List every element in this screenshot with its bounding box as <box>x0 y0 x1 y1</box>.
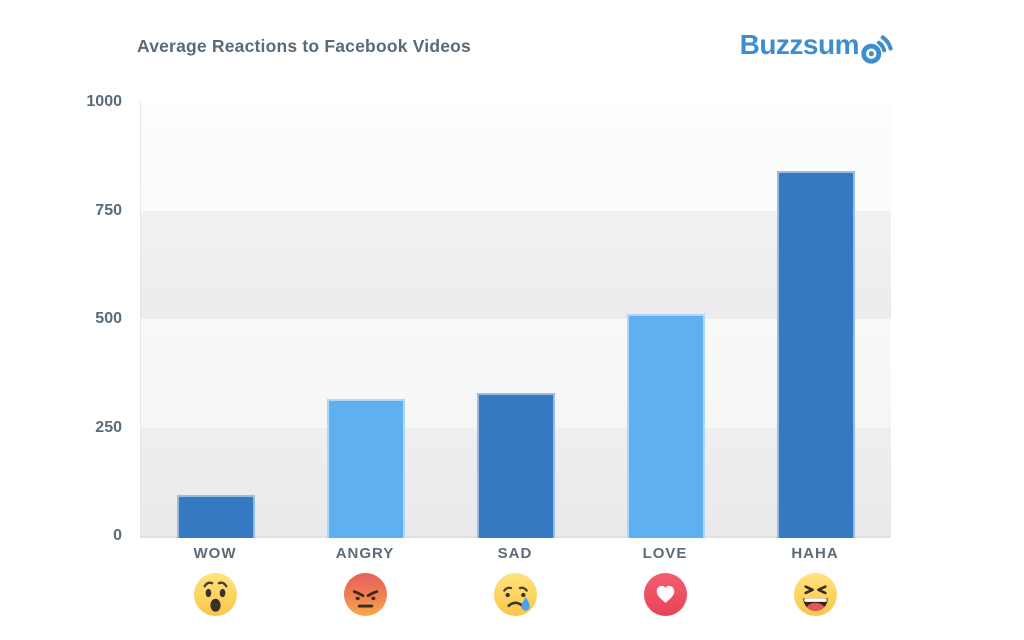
x-label-haha: HAHA <box>791 545 839 562</box>
bar-love <box>627 313 705 538</box>
x-label-sad: SAD <box>497 545 533 562</box>
bar-slot <box>141 102 291 538</box>
bar-haha <box>777 171 855 538</box>
y-tick-label: 0 <box>113 527 122 544</box>
emoji-row <box>140 572 890 617</box>
bar-slot <box>441 102 591 538</box>
haha-emoji-icon <box>740 572 890 617</box>
bar-slot <box>591 102 741 538</box>
x-label-love: LOVE <box>642 545 688 562</box>
bar-angry <box>327 399 405 538</box>
chart-title: Average Reactions to Facebook Videos <box>137 36 471 56</box>
sad-emoji-icon <box>440 572 590 617</box>
y-tick-label: 500 <box>95 310 122 327</box>
bar-slot <box>291 102 441 538</box>
y-tick-label: 1000 <box>86 93 122 110</box>
grid-band <box>141 102 891 211</box>
x-label-angry: ANGRY <box>335 545 395 562</box>
x-label-wow: WOW <box>193 545 237 562</box>
signal-o-icon <box>861 35 893 64</box>
bars-layer <box>141 102 891 538</box>
bar-slot <box>741 102 891 538</box>
y-axis: 0 250 500 750 1000 <box>60 94 122 544</box>
bar-wow <box>177 494 255 538</box>
wow-emoji-icon <box>140 572 290 617</box>
logo-text: Buzzsum <box>739 29 860 60</box>
y-tick-label: 750 <box>95 201 122 219</box>
buzzsumo-logo: Buzzsum <box>740 28 896 67</box>
x-labels: WOW ANGRY SAD LOVE HAHA <box>140 545 890 562</box>
grid-band <box>141 210 891 319</box>
plot-bands <box>141 102 891 536</box>
plot-area <box>140 102 891 538</box>
bar-sad <box>477 392 555 538</box>
love-emoji-icon <box>590 572 740 617</box>
angry-emoji-icon <box>290 572 440 617</box>
y-tick-label: 250 <box>95 418 122 436</box>
